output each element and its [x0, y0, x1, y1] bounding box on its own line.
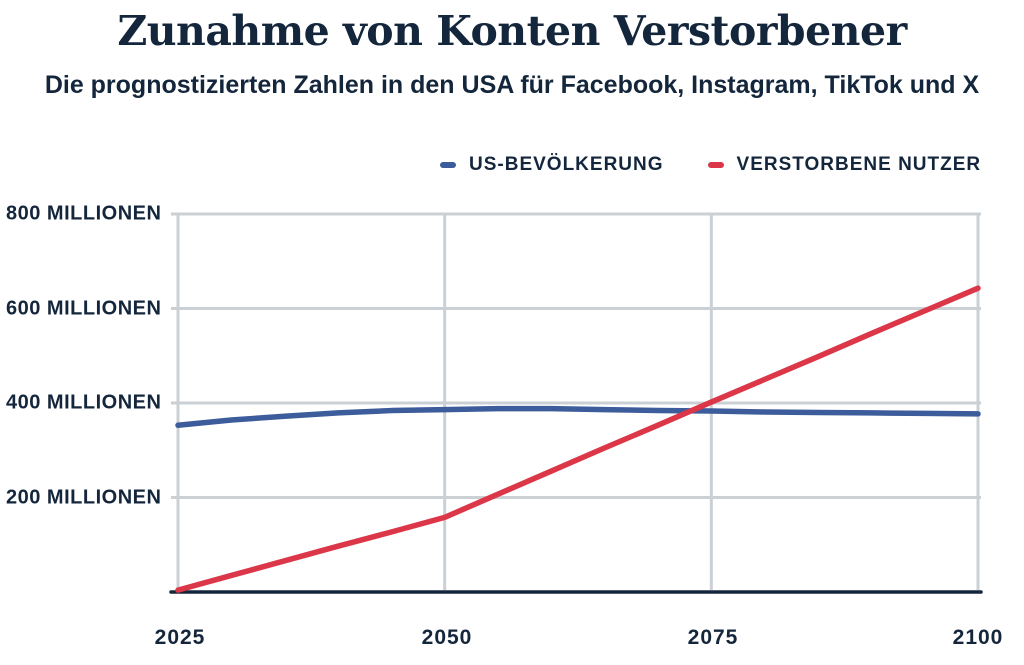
legend-item-deceased-users: VERSTORBENE NUTZER [707, 154, 982, 176]
y-axis-label-200: 200 MILLIONEN [6, 486, 162, 508]
legend-label-us-population: US-BEVÖLKERUNG [469, 154, 664, 175]
x-axis-label-2075: 2075 [687, 626, 739, 649]
page-subtitle: Die prognostizierten Zahlen in den USA f… [44, 71, 980, 99]
y-axis-label-600: 600 MILLIONEN [6, 297, 162, 319]
us-population-swatch-icon [440, 162, 456, 168]
legend-label-deceased-users: VERSTORBENE NUTZER [736, 154, 982, 175]
deceased-users-swatch-icon [707, 162, 724, 168]
page-title: Zunahme von Konten Verstorbener [117, 7, 907, 55]
legend: US-BEVÖLKERUNG VERSTORBENE NUTZER [440, 154, 981, 176]
x-axis-label-2050: 2050 [421, 626, 473, 649]
us-bevoelkerung-line [175, 405, 981, 428]
y-axis-label-400: 400 MILLIONEN [6, 391, 162, 414]
x-axis-label-2025: 2025 [154, 626, 206, 649]
legend-item-us-population: US-BEVÖLKERUNG [440, 154, 664, 176]
x-axis-label-2100: 2100 [952, 626, 1004, 649]
verstorbene-nutzer-line [175, 285, 981, 593]
y-axis-label-800: 800 MILLIONEN [6, 202, 162, 225]
